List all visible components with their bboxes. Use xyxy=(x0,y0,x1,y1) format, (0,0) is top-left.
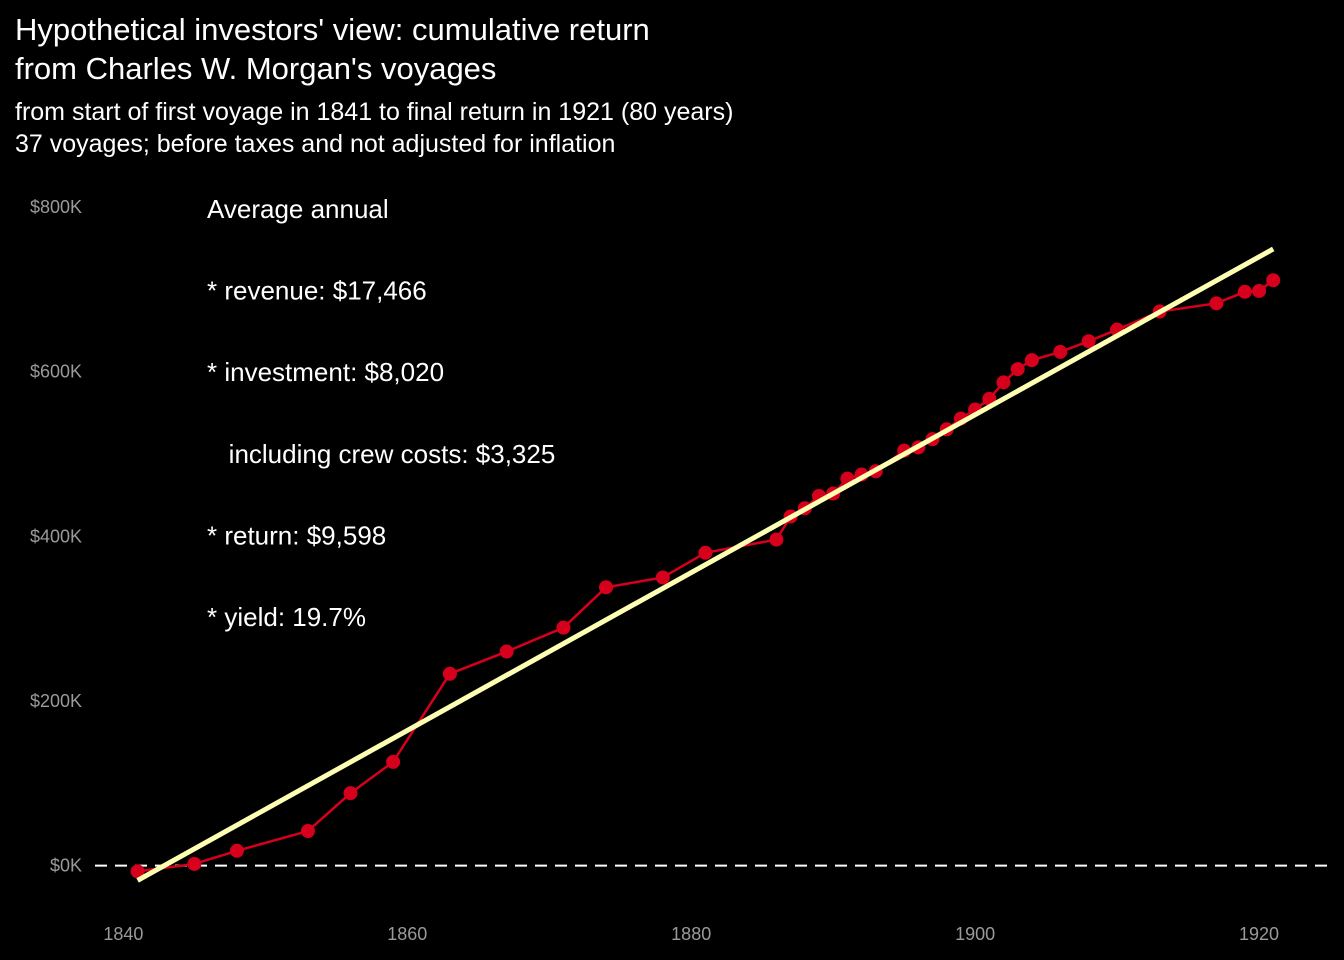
data-point xyxy=(229,843,244,858)
data-point xyxy=(1237,284,1252,299)
chart-subtitle-line-1: from start of first voyage in 1841 to fi… xyxy=(15,98,734,126)
data-point xyxy=(1053,344,1068,359)
chart-title: Hypothetical investors' view: cumulative… xyxy=(15,10,1315,88)
x-axis: 1840 1860 1880 1900 1920 xyxy=(103,924,1279,944)
annotation-line: Average annual xyxy=(207,194,389,224)
data-point xyxy=(1266,273,1281,288)
annotation-line: * revenue: $17,466 xyxy=(207,276,427,306)
data-point xyxy=(1010,362,1025,377)
y-axis: $0K $200K $400K $600K $800K xyxy=(30,197,82,876)
data-point xyxy=(996,375,1011,390)
data-point xyxy=(1209,296,1224,311)
annotation-line: * yield: 19.7% xyxy=(207,602,366,632)
x-tick-label: 1860 xyxy=(387,924,427,944)
y-tick-label: $200K xyxy=(30,691,82,711)
chart-subtitle: from start of first voyage in 1841 to fi… xyxy=(15,96,1315,160)
data-point xyxy=(769,532,784,547)
data-point xyxy=(655,570,670,585)
y-tick-label: $0K xyxy=(50,856,82,876)
data-point xyxy=(599,580,614,595)
average-annual-annotation: Average annual * revenue: $17,466 * invest… xyxy=(207,194,555,632)
x-tick-label: 1840 xyxy=(103,924,143,944)
data-point xyxy=(442,666,457,681)
y-tick-label: $600K xyxy=(30,362,82,382)
chart-title-line-1: Hypothetical investors' view: cumulative… xyxy=(15,12,650,47)
annotation-line: * return: $9,598 xyxy=(207,520,386,550)
chart-subtitle-line-2: 37 voyages; before taxes and not adjuste… xyxy=(15,130,616,158)
annotation-line: * investment: $8,020 xyxy=(207,357,444,387)
data-point xyxy=(300,824,315,839)
chart-title-line-2: from Charles W. Morgan's voyages xyxy=(15,51,497,86)
annotation-line: including crew costs: $3,325 xyxy=(207,439,555,469)
data-point xyxy=(386,754,401,769)
data-point xyxy=(698,545,713,560)
trend-line xyxy=(136,246,1275,883)
data-point xyxy=(130,864,145,879)
data-point xyxy=(499,644,514,659)
data-point xyxy=(1081,334,1096,349)
y-tick-label: $400K xyxy=(30,526,82,546)
data-point xyxy=(556,620,571,635)
data-point xyxy=(343,786,358,801)
x-tick-label: 1880 xyxy=(671,924,711,944)
data-point xyxy=(1252,283,1267,298)
data-point xyxy=(1024,353,1039,368)
x-tick-label: 1920 xyxy=(1239,924,1279,944)
y-tick-label: $800K xyxy=(30,197,82,217)
x-tick-label: 1900 xyxy=(955,924,995,944)
data-point xyxy=(187,856,202,871)
